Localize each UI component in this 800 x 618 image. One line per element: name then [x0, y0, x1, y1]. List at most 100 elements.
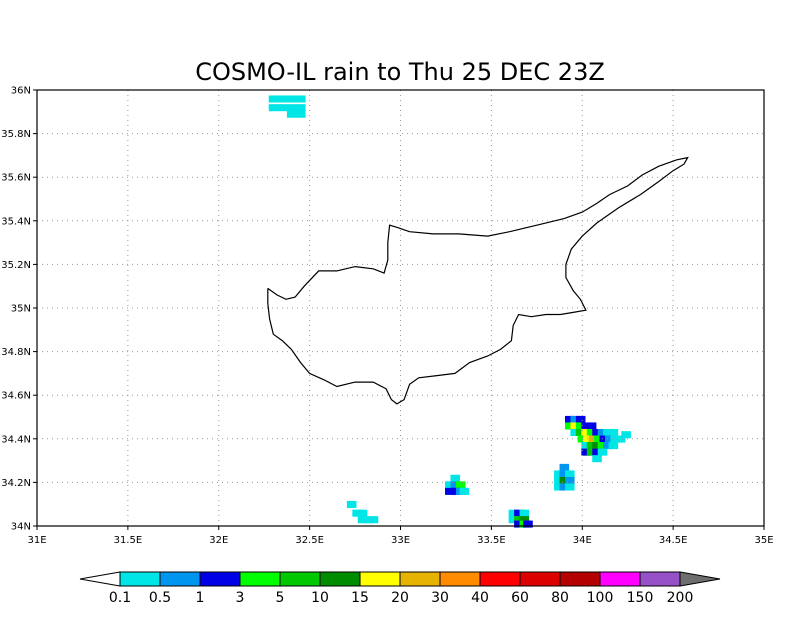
- rain-cell: [615, 435, 626, 443]
- y-tick-label: 34.8N: [1, 347, 31, 358]
- rain-cell: [559, 483, 570, 491]
- rain-cell: [286, 95, 297, 103]
- colorbar-swatch: [359, 571, 401, 587]
- rain-cell: [559, 463, 570, 471]
- x-tick-label: 32.5E: [295, 535, 324, 546]
- map-title: COSMO-IL rain to Thu 25 DEC 23Z: [195, 58, 605, 86]
- rain-cell: [559, 470, 570, 478]
- y-tick-label: 35N: [11, 304, 31, 315]
- x-tick-label: 31.5E: [114, 535, 143, 546]
- rain-cell: [554, 470, 564, 478]
- rain-cell: [603, 428, 613, 437]
- colorbar-label: 5: [276, 590, 285, 606]
- y-tick-label: 34N: [11, 522, 31, 533]
- rain-cell: [597, 442, 608, 450]
- colorbar-label: 200: [667, 590, 694, 606]
- rain-cell: [559, 476, 570, 484]
- rain-cell: [586, 442, 597, 450]
- rain-cell: [445, 487, 455, 495]
- rain-cell: [455, 481, 466, 489]
- colorbar-swatch: [479, 571, 521, 587]
- rain-cell: [570, 422, 581, 430]
- colorbar-label: 15: [351, 590, 369, 606]
- y-tick-label: 36N: [11, 86, 31, 97]
- rain-cell: [575, 415, 586, 423]
- rain-cell: [450, 481, 461, 489]
- y-tick-label: 34.4N: [1, 434, 31, 445]
- rain-cell: [608, 442, 619, 450]
- rain-cell: [592, 455, 602, 463]
- rain-cell: [592, 442, 602, 450]
- x-tick-label: 34.5E: [659, 535, 688, 546]
- rain-cell: [581, 428, 591, 437]
- rain-cell: [575, 428, 586, 437]
- colorbar-swatch: [559, 571, 601, 587]
- rain-cell: [586, 448, 597, 456]
- rain-cell: [586, 428, 597, 437]
- y-tick-label: 35.2N: [1, 260, 31, 271]
- rain-cell: [621, 431, 631, 439]
- colorbar-label: 40: [471, 590, 489, 606]
- rain-cell: [603, 442, 613, 450]
- colorbar-label: 30: [431, 590, 449, 606]
- latitude-ticks: 34N 34.2N 34.4N 34.6N 34.8N 35N 35.2N 35.4N 35.6…: [1, 86, 37, 533]
- rain-cell: [570, 428, 581, 437]
- rain-cells-layer: [268, 95, 631, 528]
- colorbar-label: 3: [236, 590, 245, 606]
- colorbar-swatch: [399, 571, 441, 587]
- colorbar-swatch: [199, 571, 241, 587]
- y-tick-label: 35.8N: [1, 129, 31, 140]
- gridlines: [37, 90, 764, 526]
- rain-cell: [514, 509, 524, 517]
- rain-cell: [286, 110, 297, 118]
- colorbar-swatch: [119, 571, 161, 587]
- colorbar-swatch: [639, 571, 681, 587]
- rain-cell: [581, 422, 591, 430]
- rain-cell: [450, 487, 461, 495]
- rain-cell: [508, 516, 519, 524]
- x-tick-label: 33.5E: [477, 535, 506, 546]
- rain-cell: [508, 509, 519, 517]
- x-tick-label: 31E: [27, 535, 46, 546]
- rain-cell: [588, 435, 599, 443]
- rain-cell: [363, 516, 373, 524]
- rain-cell: [564, 422, 575, 430]
- colorbar-label: 10: [311, 590, 329, 606]
- rain-cell: [608, 428, 619, 437]
- rain-cell: [268, 95, 279, 103]
- rain-cell: [352, 509, 362, 517]
- y-tick-label: 35.6N: [1, 173, 31, 184]
- colorbar-label: 150: [627, 590, 654, 606]
- rain-cell: [445, 481, 455, 489]
- rain-cell: [459, 487, 470, 495]
- rain-cell: [268, 104, 279, 112]
- colorbar-label: 0.1: [109, 590, 131, 606]
- rain-cell: [295, 104, 306, 112]
- colorbar-over-arrow: [679, 571, 721, 587]
- rain-cell: [519, 516, 530, 524]
- y-tick-label: 34.6N: [1, 391, 31, 402]
- rain-cell: [599, 435, 610, 443]
- rain-cell: [450, 474, 461, 482]
- rain-cell: [514, 520, 524, 528]
- rain-cell: [277, 104, 288, 112]
- colorbar-swatch: [519, 571, 561, 587]
- colorbar-label: 100: [587, 590, 614, 606]
- rain-cell: [604, 435, 615, 443]
- colorbar-under-arrow: [79, 571, 121, 587]
- x-tick-label: 34E: [573, 535, 592, 546]
- colorbar-swatch: [319, 571, 361, 587]
- colorbar: 0.1 0.5 1 3 5 10 15 20 30 40 60 80 100 150 200: [79, 571, 721, 606]
- longitude-ticks: 31E 31.5E 32E 32.5E 33E 33.5E 34E 34.5E 35E: [27, 526, 774, 546]
- rain-cell: [586, 422, 597, 430]
- rain-cell: [564, 470, 575, 478]
- rain-cell: [514, 516, 524, 524]
- colorbar-label: 0.5: [149, 590, 171, 606]
- x-tick-label: 33E: [391, 535, 410, 546]
- colorbar-swatch: [159, 571, 201, 587]
- colorbar-label: 1: [196, 590, 205, 606]
- rain-cell: [286, 104, 297, 112]
- y-tick-label: 35.4N: [1, 216, 31, 227]
- colorbar-swatch: [279, 571, 321, 587]
